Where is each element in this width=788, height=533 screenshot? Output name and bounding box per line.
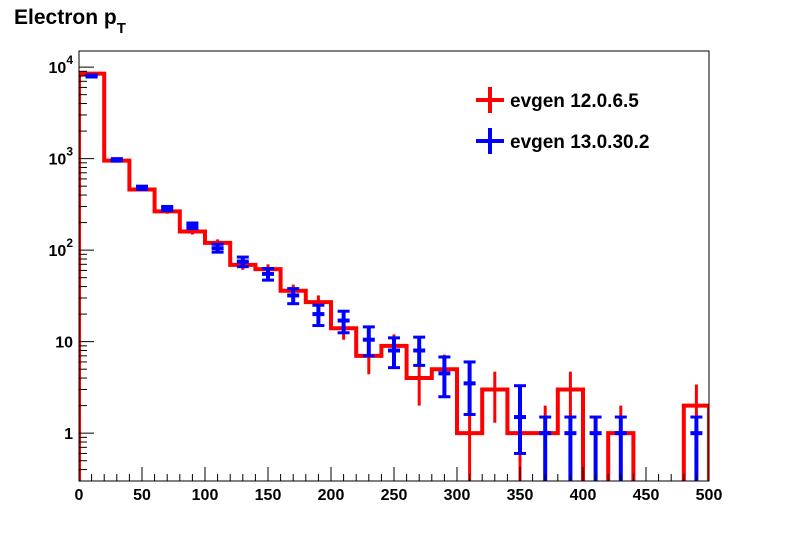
data-point-blue-2: [136, 184, 148, 191]
x-tick-label: 200: [318, 487, 345, 504]
legend-entry-0: evgen 12.0.6.5: [476, 87, 639, 113]
data-point-blue-17: [514, 384, 526, 455]
plot-clip-group: [79, 71, 709, 481]
chart-title-subscript: T: [117, 20, 126, 37]
data-point-blue-14: [438, 355, 451, 399]
data-point-blue-5: [211, 242, 224, 254]
x-tick-label: 0: [75, 487, 84, 504]
x-tick-label: 50: [133, 487, 151, 504]
x-tick-label: 250: [381, 487, 408, 504]
axes: 0 50 100 150 200 250 300 350 400 450 500 1 10 102 103 1…: [49, 50, 723, 504]
y-tick-label: 102: [49, 236, 74, 260]
data-point-blue-10: [337, 309, 350, 335]
data-point-blue-12: [388, 336, 400, 370]
data-point-blue-24: [690, 415, 703, 481]
data-point-blue-9: [312, 303, 325, 328]
data-point-blue-7: [262, 266, 274, 282]
data-point-blue-21: [614, 415, 627, 481]
x-tick-label: 150: [255, 487, 282, 504]
chart-title: Electron pT: [14, 6, 126, 37]
y-tick-label: 103: [49, 145, 74, 169]
x-tick-label: 300: [444, 487, 471, 504]
data-point-blue-3: [161, 204, 174, 213]
y-tick-label: 1: [64, 426, 73, 443]
data-point-blue-1: [110, 157, 123, 163]
data-point-blue-6: [236, 255, 249, 269]
legend-label: evgen 12.0.6.5: [510, 91, 639, 112]
data-point-blue-15: [463, 360, 476, 416]
plot-area: [79, 71, 709, 481]
data-point-blue-8: [287, 287, 300, 306]
data-point-blue-0: [85, 73, 98, 79]
data-point-blue-11: [362, 325, 375, 358]
x-tick-label: 500: [696, 487, 723, 504]
data-point-blue-4: [186, 221, 199, 231]
data-point-blue-18: [539, 415, 552, 481]
y-tick-label: 104: [49, 53, 74, 77]
x-tick-label: 350: [507, 487, 534, 504]
legend-label: evgen 13.0.30.2: [510, 132, 649, 153]
data-point-blue-13: [413, 335, 426, 367]
x-tick-label: 100: [192, 487, 219, 504]
x-tick-label: 400: [570, 487, 597, 504]
x-tick-label: 450: [633, 487, 660, 504]
y-tick-label: 10: [55, 335, 73, 352]
series-step-evgen-12: [79, 71, 709, 481]
data-point-blue-20: [589, 415, 602, 481]
data-point-blue-19: [564, 415, 577, 481]
legend: evgen 12.0.6.5 evgen 13.0.30.2: [476, 87, 649, 154]
legend-entry-1: evgen 13.0.30.2: [476, 128, 649, 154]
